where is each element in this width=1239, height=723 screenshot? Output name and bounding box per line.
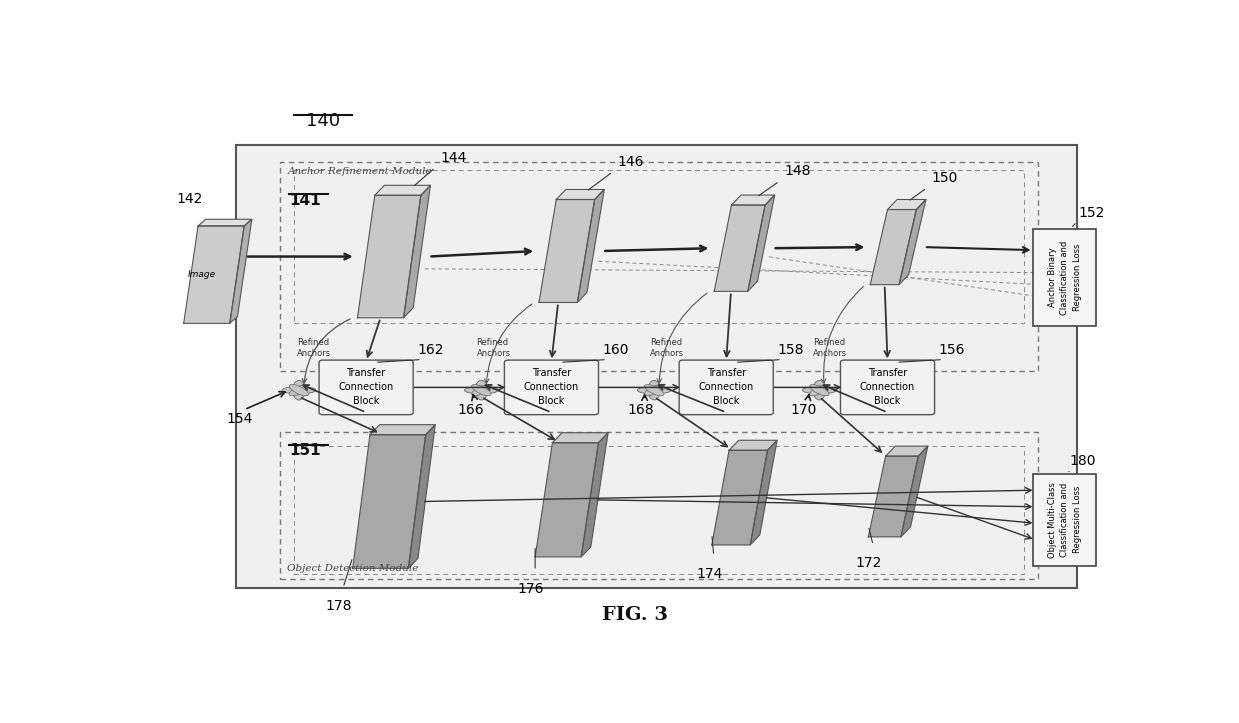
Text: Refined
Anchors: Refined Anchors [477,338,510,359]
Polygon shape [886,446,928,456]
Ellipse shape [648,380,660,400]
Text: 174: 174 [696,568,722,581]
Text: Transfer
Connection
Block: Transfer Connection Block [338,369,394,406]
Text: 146: 146 [618,155,644,169]
Polygon shape [748,195,774,291]
FancyBboxPatch shape [504,360,598,415]
Bar [1033,474,1097,565]
Text: Refined
Anchors: Refined Anchors [650,338,684,359]
Text: 162: 162 [418,343,444,356]
Ellipse shape [282,387,316,394]
Text: 180: 180 [1069,454,1095,468]
Text: Anchor Binary
Classification and
Regression Loss: Anchor Binary Classification and Regress… [1048,240,1082,315]
Ellipse shape [803,387,836,394]
Polygon shape [353,435,426,568]
Polygon shape [870,210,917,285]
Ellipse shape [289,385,309,395]
Polygon shape [901,446,928,537]
Ellipse shape [472,385,491,395]
Text: Refined
Anchors: Refined Anchors [813,338,846,359]
Text: 142: 142 [176,192,202,207]
Ellipse shape [475,380,488,400]
Bar [294,446,1023,574]
Polygon shape [374,185,430,195]
Polygon shape [553,433,608,442]
Text: FIG. 3: FIG. 3 [602,606,668,624]
Text: 158: 158 [777,343,804,356]
Ellipse shape [465,387,498,394]
Text: Anchor Refinement Module: Anchor Refinement Module [287,168,432,176]
Text: 148: 148 [784,164,810,179]
Polygon shape [198,219,252,226]
FancyBboxPatch shape [320,360,413,415]
Polygon shape [404,185,430,318]
Ellipse shape [644,385,664,395]
Polygon shape [358,195,421,318]
Text: Transfer
Connection
Block: Transfer Connection Block [524,369,579,406]
Polygon shape [751,440,777,545]
Text: Object Multi-Class
Classification and
Regression Loss: Object Multi-Class Classification and Re… [1048,482,1082,557]
Text: 168: 168 [627,403,654,417]
Text: 160: 160 [602,343,629,356]
Text: 176: 176 [518,582,544,596]
Text: 166: 166 [457,403,484,417]
Polygon shape [539,200,595,302]
Bar [280,432,1038,579]
Text: 151: 151 [290,443,321,458]
Ellipse shape [637,387,672,394]
Ellipse shape [292,380,305,400]
Polygon shape [535,442,598,557]
Text: 140: 140 [306,112,339,130]
Text: Refined
Anchors: Refined Anchors [297,338,331,359]
Bar [294,170,1023,323]
Polygon shape [887,200,926,210]
Ellipse shape [809,385,829,395]
FancyBboxPatch shape [840,360,934,415]
Text: Object Detection Module: Object Detection Module [287,564,419,573]
Text: 150: 150 [932,171,958,185]
Polygon shape [229,219,252,323]
Polygon shape [714,205,766,291]
Polygon shape [711,450,767,545]
Text: 152: 152 [1079,206,1105,221]
Ellipse shape [813,380,825,400]
Polygon shape [577,189,605,302]
Polygon shape [556,189,605,200]
Polygon shape [409,424,435,568]
Polygon shape [900,200,926,285]
Text: 144: 144 [440,150,466,165]
Bar [1033,228,1097,326]
Text: 141: 141 [290,192,321,208]
Ellipse shape [644,385,664,395]
Polygon shape [729,440,777,450]
Polygon shape [731,195,774,205]
Bar [237,145,1077,588]
Ellipse shape [809,385,829,395]
Polygon shape [370,424,435,435]
Text: 156: 156 [938,343,965,356]
Polygon shape [869,456,918,537]
Text: 172: 172 [856,556,882,570]
Text: 178: 178 [326,599,352,613]
Text: Transfer
Connection
Block: Transfer Connection Block [860,369,916,406]
Polygon shape [581,433,608,557]
Text: 170: 170 [790,403,817,417]
Ellipse shape [289,385,309,395]
Ellipse shape [472,385,491,395]
FancyBboxPatch shape [679,360,773,415]
Text: Image: Image [188,270,216,279]
Text: 154: 154 [227,412,253,427]
Polygon shape [183,226,244,323]
Bar [280,162,1038,371]
Text: Transfer
Connection
Block: Transfer Connection Block [699,369,753,406]
